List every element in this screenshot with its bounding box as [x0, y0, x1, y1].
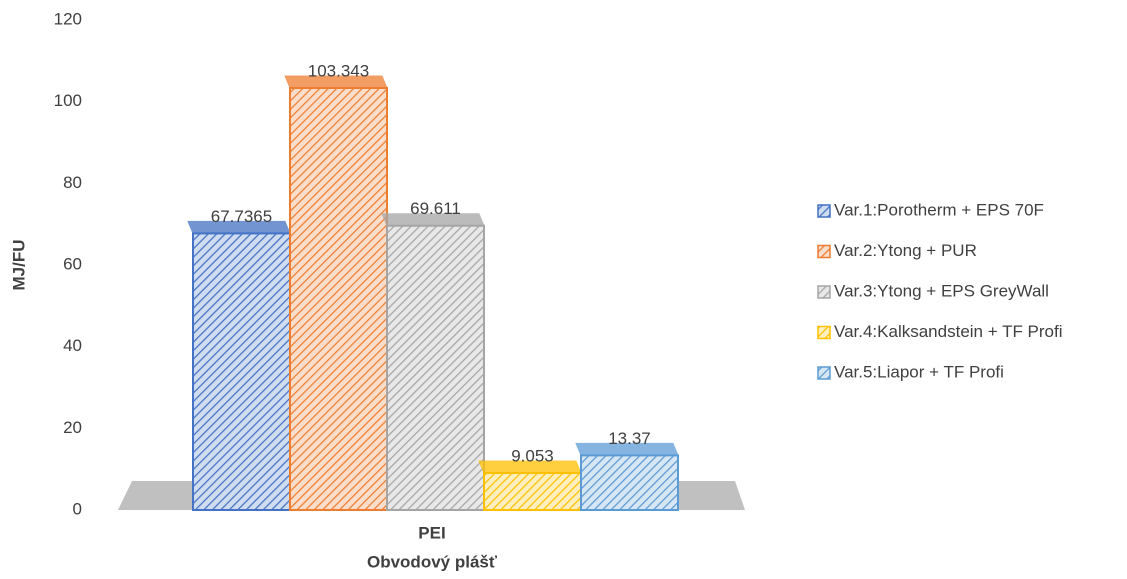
y-tick-label: 80 [63, 173, 82, 192]
y-tick-label: 100 [54, 91, 82, 110]
legend-marker [817, 204, 831, 218]
bar [386, 224, 485, 511]
legend-label: Var.4:Kalksandstein + TF Profi [834, 322, 1063, 341]
x-tick-label: PEI [418, 523, 445, 542]
y-axis-title: MJ/FU [9, 240, 28, 291]
y-tick-label: 0 [73, 499, 82, 518]
legend-marker [817, 366, 831, 380]
bar [580, 454, 679, 511]
x-axis-title: Obvodový plášť [367, 552, 498, 571]
legend-marker [817, 325, 831, 340]
y-tick-label: 20 [63, 418, 82, 437]
legend-label: Var.1:Porotherm + EPS 70F [834, 200, 1044, 219]
legend-marker [817, 285, 831, 299]
data-label: 13.37 [608, 429, 651, 448]
legend-label: Var.5:Liapor + TF Profi [834, 362, 1004, 381]
legend-marker [817, 244, 831, 259]
bar [289, 87, 388, 511]
y-tick-label: 60 [63, 254, 82, 273]
data-label: 9.053 [511, 447, 554, 466]
data-label: 69.611 [410, 199, 461, 218]
data-label: 103.343 [308, 62, 369, 81]
legend-label: Var.3:Ytong + EPS GreyWall [834, 281, 1049, 300]
bar [483, 472, 582, 511]
y-tick-label: 40 [63, 336, 82, 355]
bar [192, 232, 291, 511]
y-tick-label: 120 [54, 9, 82, 28]
legend-label: Var.2:Ytong + PUR [834, 241, 977, 260]
data-label: 67.7365 [211, 207, 272, 226]
